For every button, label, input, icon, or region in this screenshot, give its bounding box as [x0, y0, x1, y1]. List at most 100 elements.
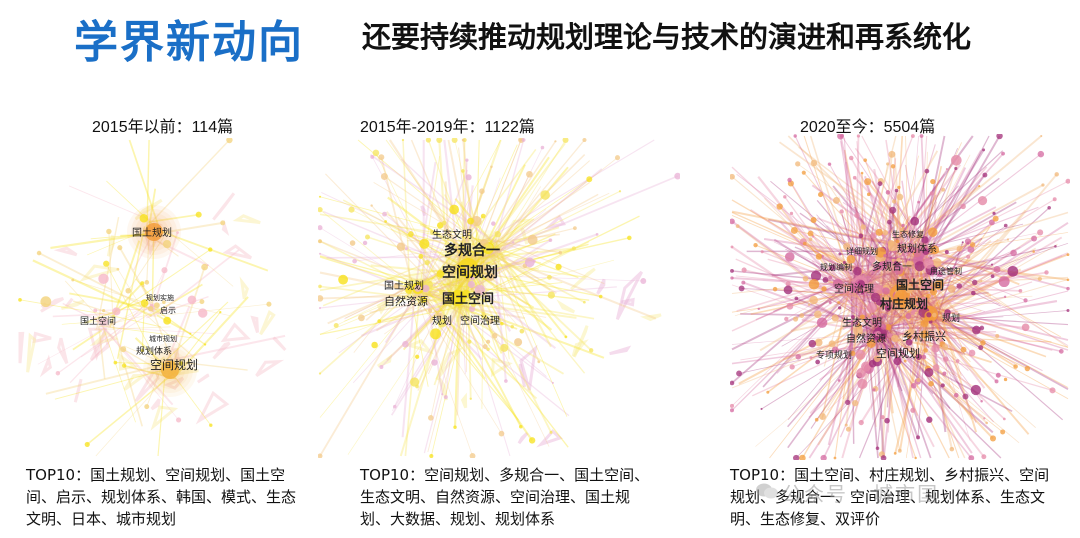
graph-edge [761, 330, 889, 410]
graph-edge [462, 301, 577, 319]
graph-edge [908, 259, 915, 338]
graph-edge [414, 161, 437, 290]
graph-node [161, 267, 168, 274]
graph-edge [851, 287, 867, 354]
graph-edge [917, 249, 1069, 290]
graph-node [555, 263, 562, 270]
graph-node [910, 407, 916, 413]
graph-node [919, 134, 924, 138]
graph-node [439, 289, 444, 294]
graph-node [920, 330, 929, 339]
graph-edge [882, 290, 954, 329]
graph-edge [351, 209, 473, 271]
graph-node [844, 423, 848, 427]
graph-edge [428, 202, 470, 268]
graph-node [1058, 349, 1064, 354]
panel-2-keyword: 多规合一 [444, 242, 500, 259]
graph-node [370, 154, 375, 159]
graph-edge [319, 240, 410, 287]
graph-node [980, 400, 983, 403]
graph-edge [928, 299, 1058, 324]
graph-edge [402, 139, 411, 286]
graph-cluster [39, 354, 53, 378]
graph-edge [871, 225, 1006, 332]
graph-node [930, 178, 936, 185]
graph-edge [460, 193, 599, 270]
graph-edge [439, 270, 461, 317]
graph-edge [451, 298, 467, 352]
graph-edge [863, 150, 1004, 279]
graph-node [318, 295, 324, 302]
graph-node [485, 272, 495, 282]
graph-node [504, 379, 508, 383]
panel-3-network-graph: 生态修复 详细规划 规划体系 规划编制 多规合一 用途管制 空间治理 国土空间 … [730, 134, 1070, 460]
graph-edge [886, 299, 894, 408]
graph-cluster [106, 235, 115, 257]
graph-node [897, 185, 901, 190]
graph-node [785, 281, 791, 287]
graph-node [971, 290, 976, 296]
panel-1-keyword: 城市规划 [149, 334, 177, 343]
graph-node [897, 448, 902, 453]
graph-edge [922, 314, 1053, 352]
panel-1-keyword: 规划实施 [146, 293, 174, 302]
graph-node [512, 241, 515, 244]
graph-cluster [259, 310, 276, 336]
graph-cluster [134, 198, 163, 221]
graph-edge [919, 316, 967, 397]
graph-edge [95, 370, 173, 457]
graph-node [907, 335, 912, 341]
graph-edge [798, 146, 929, 247]
graph-cluster [272, 336, 287, 352]
graph-edge [851, 292, 922, 392]
graph-edge [419, 215, 484, 294]
graph-node [896, 257, 901, 263]
graph-node [960, 346, 967, 353]
graph-node [877, 181, 883, 187]
graph-edge [919, 263, 964, 350]
graph-node [352, 258, 357, 264]
graph-node [208, 247, 213, 252]
graph-node [1003, 223, 1008, 228]
graph-node [582, 138, 587, 143]
graph-edge [811, 260, 885, 343]
graph-node [465, 265, 471, 271]
graph-edge [776, 284, 862, 374]
graph-node [860, 290, 865, 295]
graph-edge [122, 348, 167, 375]
graph-edge [416, 293, 570, 417]
graph-node [985, 421, 988, 425]
graph-node [415, 354, 420, 359]
graph-edge [900, 272, 993, 293]
graph-edge [770, 180, 902, 291]
panel-3-keyword: 详细规划 [846, 246, 878, 256]
graph-edge [458, 166, 493, 259]
graph-edge [752, 309, 938, 397]
graph-edge [855, 135, 897, 294]
graph-edge [891, 300, 966, 459]
graph-node [384, 220, 387, 223]
panel-3-keyword: 自然资源 [846, 332, 886, 345]
graph-node [465, 174, 472, 181]
graph-node [923, 258, 934, 269]
panel-3-network: 生态修复 详细规划 规划体系 规划编制 多规合一 用途管制 空间治理 国土空间 … [730, 134, 1070, 460]
graph-node [571, 246, 576, 251]
panel-2-keyword: 规划 [432, 314, 452, 327]
graph-edge [812, 301, 875, 335]
graph-node [828, 300, 832, 304]
graph-node [469, 453, 476, 458]
graph-edge [54, 367, 171, 400]
graph-node [839, 209, 844, 214]
graph-edge [736, 173, 900, 298]
graph-edge [923, 248, 1069, 348]
graph-edge [927, 241, 969, 314]
graph-node [776, 203, 783, 210]
graph-edge [134, 337, 165, 367]
graph-node [365, 234, 370, 240]
panel-2-top10: TOP10：空间规划、多规合一、国土空间、生态文明、自然资源、空间治理、国土规划… [360, 466, 650, 528]
graph-node [914, 261, 925, 272]
graph-edge [461, 170, 480, 243]
graph-node [209, 423, 213, 427]
graph-edge [445, 265, 462, 398]
graph-node [500, 321, 504, 326]
